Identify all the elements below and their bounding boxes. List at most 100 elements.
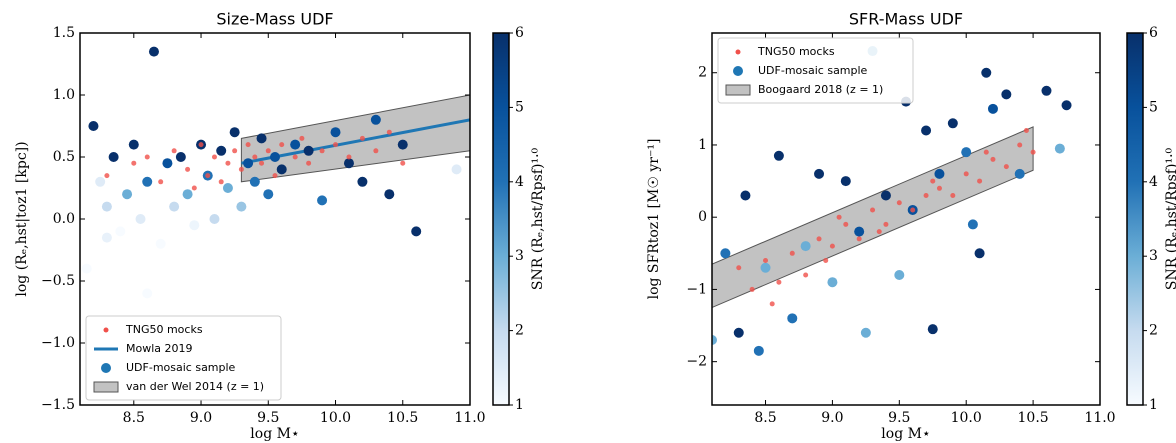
- x-tick-label: 9.0: [190, 410, 212, 426]
- colorbar-tick-label: 1: [515, 397, 524, 413]
- colorbar-title: SNR (Rₑ,hst/Rpsf)¹·⁰: [530, 147, 546, 290]
- colorbar: [1126, 32, 1144, 406]
- tng-point: [238, 166, 244, 172]
- tng-point: [883, 221, 889, 227]
- y-tick-label: −1.0: [41, 335, 75, 351]
- legend-marker: [93, 381, 119, 393]
- tng-point: [144, 154, 150, 160]
- udf-point: [343, 158, 354, 169]
- udf-point: [840, 176, 851, 187]
- udf-point: [880, 190, 891, 201]
- udf-point: [397, 139, 408, 150]
- udf-point: [411, 226, 422, 237]
- udf-point: [753, 345, 764, 356]
- udf-point: [760, 262, 771, 273]
- udf-point: [800, 241, 811, 252]
- udf-point: [263, 189, 274, 200]
- legend-label: Boogaard 2018 (z = 1): [758, 83, 883, 96]
- y-tick-label: −0.5: [41, 273, 75, 289]
- tng-point: [923, 193, 929, 199]
- y-tick-label: 2: [698, 65, 707, 81]
- tng-point: [1017, 142, 1023, 148]
- y-tick-label: 0: [698, 209, 707, 225]
- colorbar-title: SNR (Rₑ,hst/Rpsf)¹·⁰: [1164, 147, 1176, 290]
- tng-point: [359, 135, 365, 141]
- tng-point: [225, 160, 231, 166]
- udf-point: [128, 139, 139, 150]
- udf-point: [189, 220, 200, 231]
- tng-point: [211, 154, 217, 160]
- colorbar-tick-label: 4: [1149, 174, 1158, 190]
- legend-label: UDF-mosaic sample: [126, 361, 236, 374]
- udf-point: [155, 238, 166, 249]
- x-tick-label: 8.5: [754, 410, 776, 426]
- udf-point: [122, 189, 133, 200]
- tng-point: [198, 142, 204, 148]
- tng-point: [346, 154, 352, 160]
- udf-point: [451, 164, 462, 175]
- plot-area: [712, 46, 1072, 356]
- tng-point: [896, 200, 902, 206]
- legend-label: TNG50 mocks: [757, 45, 835, 58]
- y-tick-label: −2: [686, 354, 707, 370]
- tng-point: [930, 178, 936, 184]
- tng-point: [386, 129, 392, 135]
- udf-point: [162, 158, 173, 169]
- udf-point: [1054, 143, 1065, 154]
- udf-point: [787, 313, 798, 324]
- legend-marker: [725, 84, 751, 96]
- colorbar-tick-label: 2: [515, 323, 524, 339]
- x-tick-label: 11.0: [454, 410, 485, 426]
- udf-point: [169, 201, 180, 212]
- udf-point: [276, 164, 287, 175]
- x-tick-label: 9.5: [888, 410, 910, 426]
- udf-point: [384, 189, 395, 200]
- udf-point: [370, 114, 381, 125]
- udf-point: [740, 190, 751, 201]
- udf-point: [974, 248, 985, 259]
- legend-marker: [733, 66, 743, 76]
- tng-point: [279, 142, 285, 148]
- x-tick-label: 10.5: [387, 410, 418, 426]
- tng-point: [816, 236, 822, 242]
- tng-point: [191, 185, 197, 191]
- udf-point: [270, 152, 280, 162]
- legend-label: Mowla 2019: [126, 342, 193, 355]
- udf-point: [733, 327, 744, 338]
- tng-point: [990, 156, 996, 162]
- udf-point: [357, 176, 368, 187]
- legend-label: UDF-mosaic sample: [758, 64, 868, 77]
- legend-box: [717, 37, 914, 104]
- tng-point: [789, 250, 795, 256]
- udf-point: [182, 189, 193, 200]
- x-tick-label: 9.5: [257, 410, 279, 426]
- tng-point: [910, 207, 916, 213]
- y-tick-label: −1.5: [41, 397, 75, 413]
- axes-frame: [79, 32, 471, 406]
- colorbar-tick-label: 2: [1149, 323, 1158, 339]
- colorbar-tick-label: 1: [1149, 397, 1158, 413]
- axes-frame: [711, 32, 1101, 406]
- udf-point: [317, 195, 328, 206]
- tng-point: [843, 221, 849, 227]
- y-tick-label: 0.0: [53, 211, 75, 227]
- udf-point: [243, 158, 254, 169]
- tng-point: [373, 148, 379, 154]
- tng-point: [245, 142, 251, 148]
- tng-point: [1030, 149, 1036, 155]
- tng-point: [259, 160, 265, 166]
- udf-point: [773, 150, 784, 161]
- udf-point: [1014, 168, 1025, 179]
- tng-point: [803, 272, 809, 278]
- udf-point: [101, 232, 112, 243]
- x-tick-label: 10.0: [320, 410, 351, 426]
- udf-point: [209, 214, 220, 224]
- x-axis-title: log M⋆: [881, 426, 930, 442]
- udf-point: [981, 67, 992, 78]
- udf-point: [148, 46, 159, 57]
- tng-point: [749, 286, 755, 292]
- legend-marker: [103, 327, 109, 333]
- udf-point: [175, 152, 186, 162]
- udf-point: [894, 269, 905, 280]
